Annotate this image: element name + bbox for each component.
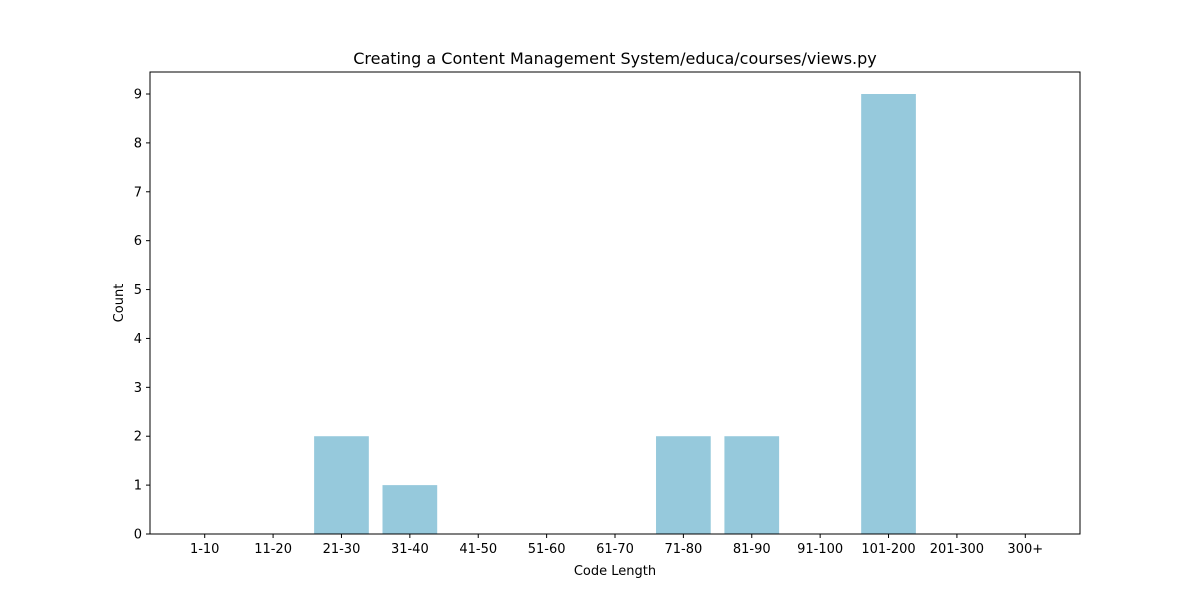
y-tick-label: 5 xyxy=(134,283,142,298)
x-tick-label: 101-200 xyxy=(861,542,915,557)
x-tick-label: 300+ xyxy=(1007,542,1043,557)
bar-81-90 xyxy=(724,436,780,534)
y-tick-label: 8 xyxy=(134,136,142,151)
chart-title: Creating a Content Management System/edu… xyxy=(353,49,877,68)
x-tick-label: 61-70 xyxy=(596,542,634,557)
bar-101-200 xyxy=(861,94,916,534)
x-tick-label: 21-30 xyxy=(323,542,361,557)
x-tick-label: 81-90 xyxy=(733,542,771,557)
y-tick-label: 7 xyxy=(134,185,142,200)
y-tick-label: 3 xyxy=(134,381,142,396)
plot-frame xyxy=(149,71,1081,535)
x-tick-label: 11-20 xyxy=(254,542,292,557)
x-tick-label: 31-40 xyxy=(391,542,429,557)
y-axis-label: Count xyxy=(112,284,127,323)
y-tick-label: 2 xyxy=(134,430,142,445)
x-tick-label: 91-100 xyxy=(797,542,843,557)
x-tick-label: 201-300 xyxy=(930,542,984,557)
bar-71-80 xyxy=(656,436,711,534)
y-tick-label: 0 xyxy=(134,528,142,543)
x-axis-label: Code Length xyxy=(574,564,656,579)
bar-31-40 xyxy=(382,485,438,534)
x-tick-label: 41-50 xyxy=(459,542,497,557)
y-tick-label: 9 xyxy=(134,88,142,103)
y-tick-label: 1 xyxy=(134,479,142,494)
y-tick-label: 4 xyxy=(134,332,142,347)
axes-layer: 1-10 11-20 21-30 31-40 41-50 51-60 61-70 71-80 8… xyxy=(134,71,1081,557)
x-tick-label: 1-10 xyxy=(190,542,220,557)
y-tick-label: 6 xyxy=(134,234,142,249)
x-tick-label: 51-60 xyxy=(528,542,566,557)
x-tick-label: 71-80 xyxy=(664,542,702,557)
bar-21-30 xyxy=(314,436,369,534)
bars-layer xyxy=(314,94,916,534)
